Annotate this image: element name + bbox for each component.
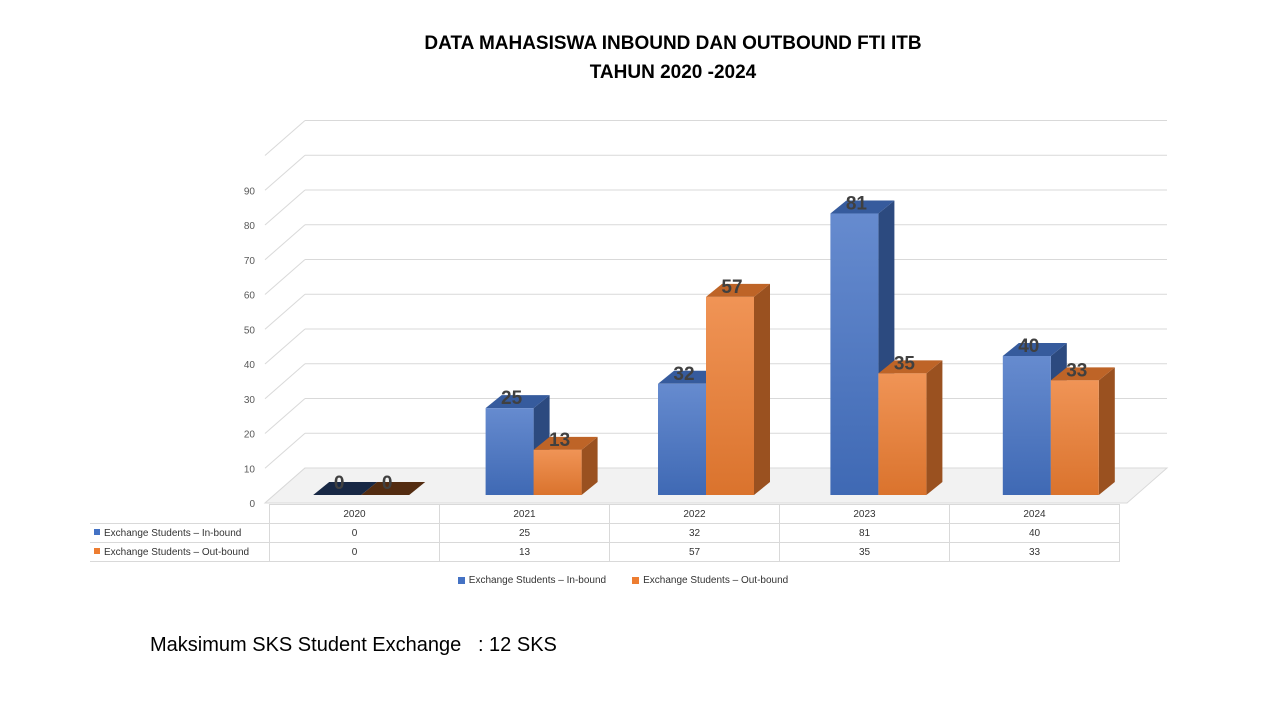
bar-top [878, 360, 943, 374]
y-tick-label: 80 [244, 221, 256, 232]
legend-label: Exchange Students – Out-bound [643, 575, 789, 586]
outbound-swatch [94, 547, 100, 554]
gridline-side [264, 328, 306, 365]
y-tick-label: 20 [244, 430, 256, 441]
gridline-side [264, 189, 306, 226]
bar-top [485, 395, 550, 409]
bar-outbound-2023[interactable]: 35 [878, 353, 943, 495]
y-tick-label: 70 [244, 256, 256, 267]
bar-outbound-2024[interactable]: 33 [1050, 360, 1115, 495]
data-table-col-header: 2022 [609, 504, 780, 524]
data-label: 35 [894, 353, 916, 374]
bar-side [1098, 367, 1115, 495]
data-table-row-outbound: Exchange Students – Out-bound 0 13 57 35… [90, 542, 1120, 562]
data-table-row-header: Exchange Students – In-bound [90, 523, 270, 543]
legend-label: Exchange Students – In-bound [468, 575, 607, 586]
data-label: 32 [673, 364, 694, 385]
data-table-col-header: 2021 [439, 504, 610, 524]
legend-item-inbound[interactable]: Exchange Students – In-bound [457, 575, 607, 586]
bar-outbound-2022[interactable]: 57 [706, 277, 770, 495]
legend-swatch-inbound [457, 577, 465, 584]
data-label: 13 [549, 430, 570, 451]
y-tick-label: 30 [244, 395, 256, 406]
bar-front [533, 449, 582, 495]
data-label: 57 [721, 277, 742, 298]
bar-inbound-2021[interactable]: 25 [485, 388, 550, 495]
legend-item-outbound[interactable]: Exchange Students – Out-bound [632, 575, 788, 586]
data-label: 0 [334, 473, 345, 494]
bar-top [533, 436, 598, 450]
chart-data-table: 2020 2021 2022 2023 2024 Exchange Studen… [90, 504, 1120, 562]
bar-top [830, 200, 895, 214]
data-table-col-header: 2024 [949, 504, 1120, 524]
data-table-corner [90, 504, 270, 524]
y-tick-label: 90 [244, 186, 256, 197]
gridline-side [264, 154, 306, 191]
bar-top [1050, 367, 1115, 381]
gridline-side [264, 224, 306, 261]
bar-front [706, 296, 754, 495]
bar-front [830, 213, 879, 495]
data-table-col-header: 2020 [269, 504, 440, 524]
data-table-cell: 0 [269, 523, 440, 543]
data-table-series-name: Exchange Students – Out-bound [104, 546, 250, 558]
data-table-cell: 32 [609, 523, 780, 543]
gridline-side [264, 259, 306, 295]
bar-front [485, 408, 534, 495]
bar-front [1050, 380, 1099, 495]
data-table-cell: 81 [779, 523, 950, 543]
data-table-col-header: 2023 [779, 504, 950, 524]
legend-swatch-outbound [632, 577, 640, 584]
data-table-header-row: 2020 2021 2022 2023 2024 [90, 504, 1120, 524]
data-table-cell: 57 [609, 542, 780, 562]
data-table-cell: 35 [779, 542, 950, 562]
bar-front [878, 373, 927, 495]
chart-legend: Exchange Students – In-bound Exchange St… [0, 575, 1246, 586]
bar-flat [313, 482, 378, 495]
data-table-cell: 13 [439, 542, 610, 562]
bar-flat [361, 482, 426, 495]
gridline-side [264, 432, 306, 469]
chart-title: DATA MAHASISWA INBOUND DAN OUTBOUND FTI … [424, 33, 922, 54]
bar-outbound-2021[interactable]: 13 [533, 430, 598, 495]
y-tick-label: 60 [244, 291, 256, 302]
data-table-cell: 33 [949, 542, 1120, 562]
bar-outbound-2020[interactable]: 0 [361, 473, 426, 495]
bar-front [658, 383, 706, 495]
bar-front [1002, 356, 1051, 495]
data-table-cell: 40 [949, 523, 1120, 543]
gridline-side [264, 120, 306, 156]
data-label: 0 [382, 473, 393, 494]
gridline-side [264, 363, 306, 400]
data-label: 33 [1066, 360, 1087, 381]
bar-side [581, 436, 598, 495]
footnote-value: : 12 SKS [477, 634, 557, 656]
data-label: 81 [846, 194, 868, 215]
data-table-row-header: Exchange Students – Out-bound [90, 542, 270, 562]
data-label: 40 [1018, 336, 1039, 357]
bar-side [754, 283, 770, 495]
chart-subtitle: TAHUN 2020 -2024 [589, 62, 757, 83]
gridline-side [264, 293, 306, 330]
bar-inbound-2020[interactable]: 0 [313, 473, 378, 495]
y-tick-label: 50 [244, 325, 256, 336]
footnote: Maksimum SKS Student Exchange : 12 SKS [150, 634, 557, 657]
bar-top [1002, 343, 1067, 356]
data-table-series-name: Exchange Students – In-bound [104, 527, 242, 539]
data-table-row-inbound: Exchange Students – In-bound 0 25 32 81 … [90, 523, 1120, 543]
footnote-label: Maksimum SKS Student Exchange [150, 634, 462, 656]
y-tick-label: 40 [244, 360, 256, 371]
inbound-swatch [94, 528, 100, 535]
gridline-side [264, 398, 306, 434]
data-table-cell: 25 [439, 523, 610, 543]
bar-top [706, 283, 770, 297]
y-tick-label: 10 [244, 464, 256, 475]
data-label: 25 [501, 388, 523, 409]
data-table-cell: 0 [269, 542, 440, 562]
bar-side [926, 360, 943, 495]
